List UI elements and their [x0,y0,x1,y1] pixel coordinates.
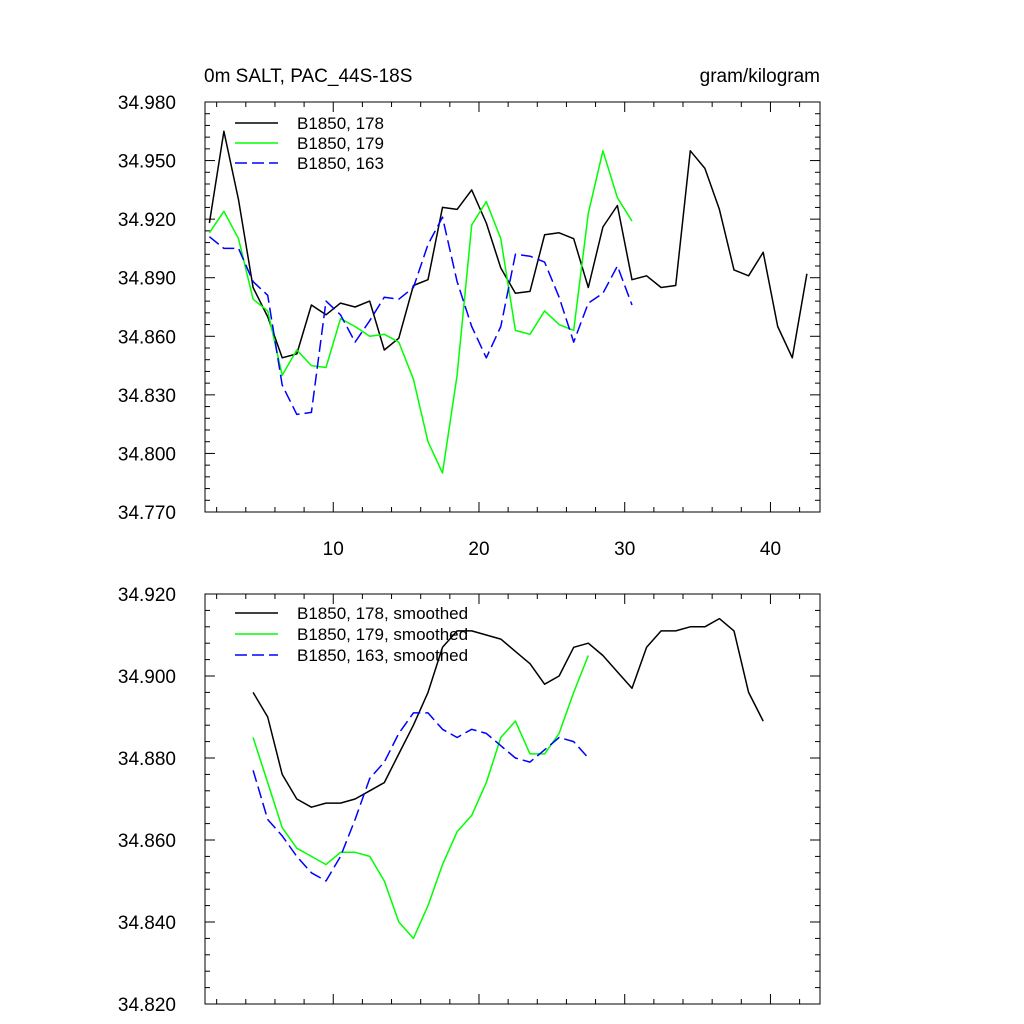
top-title-right: gram/kilogram [700,66,820,87]
bottom-legend: B1850, 178, smoothed B1850, 179, smoothe… [235,604,468,665]
y-tick-label: 34.860 [118,327,176,348]
y-tick-label: 34.950 [118,152,176,173]
y-tick-label: 34.980 [118,93,176,114]
top-plot-frame [204,101,821,513]
bottom-tick-labels: 34.820 34.840 34.860 34.880 34.900 34.920 [118,585,176,1016]
top-legend: B1850, 178 B1850, 179 B1850, 163 [235,114,384,173]
bottom-legend-label-178: B1850, 178, smoothed [297,604,468,623]
y-tick-label: 34.900 [118,667,176,688]
x-tick-label: 20 [468,539,489,560]
bottom-plot-frame [204,593,821,1005]
bottom-legend-label-163: B1850, 163, smoothed [297,646,468,665]
top-legend-label-179: B1850, 179 [297,134,384,153]
top-axes-ticks [205,101,820,513]
bottom-series-group [252,617,764,940]
x-tick-label: 40 [760,539,781,560]
series-line-b1850-179 [208,150,633,474]
series-line-b1850-179-smoothed [252,655,589,940]
top-legend-label-163: B1850, 163 [297,154,384,173]
y-tick-label: 34.830 [118,386,176,407]
series-line-b1850-163-smoothed [252,712,589,882]
bottom-panel: 34.820 34.840 34.860 34.880 34.900 34.920 B18… [118,585,821,1016]
y-tick-label: 34.770 [118,503,176,524]
x-tick-label: 10 [323,539,344,560]
series-line-b1850-163 [208,216,633,416]
x-tick-label: 30 [614,539,635,560]
top-legend-label-178: B1850, 178 [297,114,384,133]
top-title-left: 0m SALT, PAC_44S-18S [204,66,412,87]
top-series-group [208,130,808,474]
bottom-legend-label-179: B1850, 179, smoothed [297,625,468,644]
y-tick-label: 34.880 [118,749,176,770]
y-tick-label: 34.820 [118,995,176,1016]
y-tick-label: 34.800 [118,444,176,465]
y-tick-label: 34.920 [118,585,176,606]
y-tick-label: 34.890 [118,269,176,290]
y-tick-label: 34.920 [118,210,176,231]
series-line-b1850-178-smoothed [252,617,764,808]
y-tick-label: 34.840 [118,913,176,934]
top-tick-labels: 34.770 34.800 34.830 34.860 34.890 34.920 34.9… [118,93,781,560]
bottom-axes-ticks [205,593,820,1005]
top-panel: 34.770 34.800 34.830 34.860 34.890 34.920 34.9… [118,66,821,560]
y-tick-label: 34.860 [118,831,176,852]
